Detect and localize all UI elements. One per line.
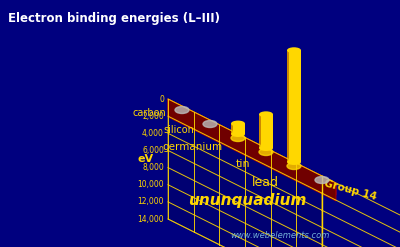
Text: Group 14: Group 14 bbox=[324, 179, 378, 202]
Text: silicon: silicon bbox=[164, 125, 194, 135]
Text: Electron binding energies (L–III): Electron binding energies (L–III) bbox=[8, 12, 220, 25]
Text: www.webelements.com: www.webelements.com bbox=[230, 230, 330, 240]
Polygon shape bbox=[168, 99, 336, 201]
Polygon shape bbox=[259, 114, 261, 148]
Polygon shape bbox=[287, 50, 301, 162]
Text: 14,000: 14,000 bbox=[137, 214, 164, 224]
Ellipse shape bbox=[231, 121, 245, 126]
Text: germanium: germanium bbox=[162, 142, 222, 152]
Text: 2,000: 2,000 bbox=[142, 112, 164, 121]
Ellipse shape bbox=[287, 47, 301, 53]
Ellipse shape bbox=[315, 177, 329, 184]
Text: 10,000: 10,000 bbox=[137, 180, 164, 189]
Polygon shape bbox=[231, 124, 245, 134]
Text: 4,000: 4,000 bbox=[142, 129, 164, 138]
Ellipse shape bbox=[259, 111, 273, 117]
Text: 0: 0 bbox=[159, 95, 164, 103]
Polygon shape bbox=[231, 124, 233, 134]
Text: tin: tin bbox=[236, 159, 250, 169]
Text: carbon: carbon bbox=[133, 108, 166, 118]
Ellipse shape bbox=[175, 106, 189, 114]
Polygon shape bbox=[168, 99, 336, 195]
Text: 12,000: 12,000 bbox=[138, 197, 164, 206]
Text: 6,000: 6,000 bbox=[142, 146, 164, 155]
Ellipse shape bbox=[231, 135, 245, 142]
Polygon shape bbox=[287, 50, 289, 162]
Text: eV: eV bbox=[138, 154, 154, 164]
Ellipse shape bbox=[259, 145, 273, 151]
Ellipse shape bbox=[203, 121, 217, 127]
Ellipse shape bbox=[287, 163, 301, 169]
Text: lead: lead bbox=[251, 176, 278, 189]
Ellipse shape bbox=[231, 131, 245, 137]
Text: 8,000: 8,000 bbox=[142, 163, 164, 172]
Polygon shape bbox=[168, 99, 322, 247]
Text: ununquadium: ununquadium bbox=[188, 193, 306, 208]
Ellipse shape bbox=[287, 159, 301, 165]
Polygon shape bbox=[259, 114, 273, 148]
Ellipse shape bbox=[259, 148, 273, 156]
